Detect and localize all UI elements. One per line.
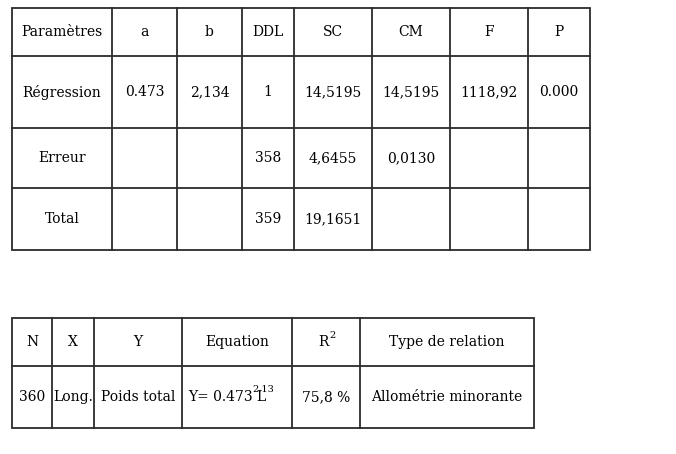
Text: CM: CM [399, 25, 423, 39]
Text: Y= 0.473 L: Y= 0.473 L [188, 390, 266, 404]
Text: 2.13: 2.13 [252, 385, 274, 395]
Bar [12, 318, 534, 428]
Text: Long.: Long. [53, 390, 93, 404]
Text: X: X [68, 335, 78, 349]
Text: R: R [318, 335, 328, 349]
Text: F: F [484, 25, 493, 39]
Text: 75,8 %: 75,8 % [302, 390, 350, 404]
Text: 14,5195: 14,5195 [304, 85, 362, 99]
Text: 19,1651: 19,1651 [304, 212, 362, 226]
Text: 358: 358 [255, 151, 281, 165]
Text: b: b [205, 25, 214, 39]
Text: 0.000: 0.000 [539, 85, 579, 99]
Text: Type de relation: Type de relation [389, 335, 505, 349]
Text: 4,6455: 4,6455 [309, 151, 357, 165]
Text: Y: Y [133, 335, 143, 349]
Text: 360: 360 [19, 390, 45, 404]
Text: Allométrie minorante: Allométrie minorante [371, 390, 523, 404]
Text: DDL: DDL [252, 25, 284, 39]
Text: Equation: Equation [205, 335, 269, 349]
Text: 2: 2 [329, 331, 335, 340]
Text: a: a [141, 25, 149, 39]
Text: 2,134: 2,134 [190, 85, 229, 99]
Text: Paramètres: Paramètres [22, 25, 103, 39]
Text: P: P [554, 25, 564, 39]
Text: Erreur: Erreur [38, 151, 86, 165]
Text: N: N [26, 335, 38, 349]
Text: 359: 359 [255, 212, 281, 226]
Text: Régression: Régression [22, 84, 101, 99]
Text: Total: Total [45, 212, 80, 226]
Text: 1: 1 [264, 85, 272, 99]
Text: 1118,92: 1118,92 [460, 85, 518, 99]
Bar [12, 8, 590, 250]
Text: 14,5195: 14,5195 [383, 85, 439, 99]
Text: 0.473: 0.473 [125, 85, 164, 99]
Text: SC: SC [323, 25, 343, 39]
Text: Poids total: Poids total [101, 390, 175, 404]
Text: 0,0130: 0,0130 [387, 151, 435, 165]
